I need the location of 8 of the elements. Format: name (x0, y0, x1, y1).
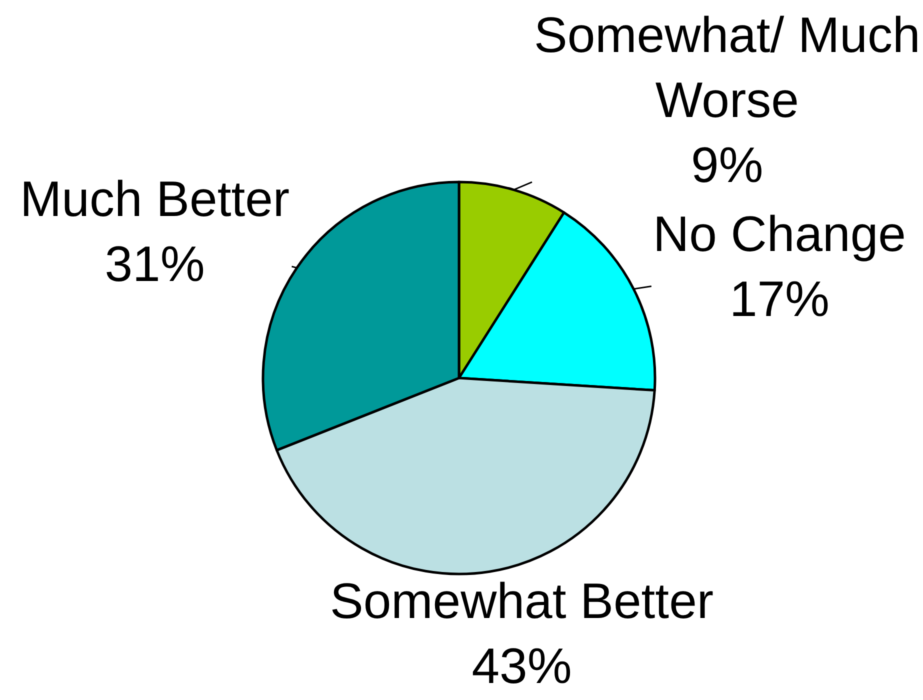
data-label: 9% (691, 137, 764, 193)
slice-label: No Change (653, 206, 906, 262)
data-label: 31% (104, 236, 205, 292)
data-label: 17% (729, 271, 830, 327)
slice-label: Somewhat/ Much Worse (534, 7, 920, 128)
data-label: 43% (472, 638, 572, 694)
slice-label: Somewhat Better (330, 573, 714, 629)
slice-label: Much Better (20, 171, 290, 227)
